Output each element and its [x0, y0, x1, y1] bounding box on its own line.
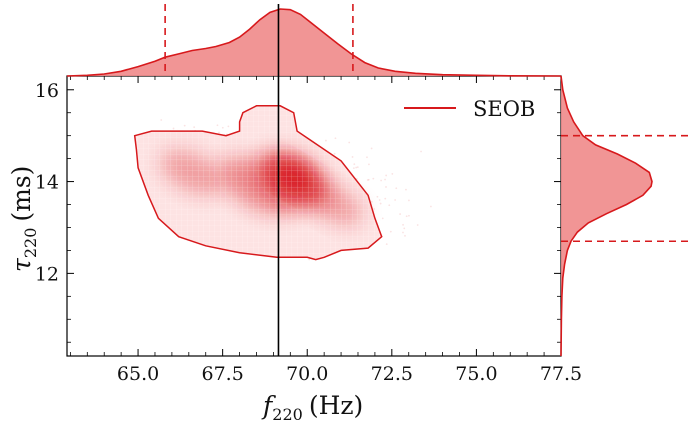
- scatter-point: [227, 125, 230, 128]
- scatter-point: [388, 204, 391, 207]
- scatter-point: [408, 199, 410, 202]
- scatter-point: [416, 224, 419, 226]
- scatter-point: [380, 179, 383, 182]
- top-marginal: [66, 4, 562, 77]
- scatter-point: [348, 141, 351, 144]
- top-marginal-line: [66, 8, 562, 77]
- x-tick-label: 65.0: [117, 363, 159, 385]
- scatter-point: [384, 178, 386, 181]
- y-axis: 12 14 16: [35, 80, 561, 343]
- x-tick-label: 72.5: [371, 363, 413, 385]
- legend-label: SEOB: [473, 97, 535, 121]
- scatter-point: [389, 230, 392, 233]
- scatter-point: [351, 156, 354, 158]
- scatter-point: [352, 167, 355, 170]
- scatter-point: [372, 177, 375, 180]
- scatter-point: [366, 179, 369, 181]
- scatter-point: [402, 231, 404, 234]
- density-layer: [134, 105, 382, 260]
- main-panel: 65.0 67.5 70.0 72.5 75.0 77.5 12 14 16: [35, 75, 582, 385]
- scatter-point: [366, 156, 368, 159]
- contour-90: [133, 105, 383, 261]
- x-tick-label: 70.0: [286, 363, 328, 385]
- scatter-point: [356, 166, 359, 169]
- scatter-point: [193, 126, 196, 129]
- scatter-point: [376, 195, 379, 198]
- scatter-point: [378, 199, 381, 201]
- x-tick-label: 67.5: [201, 363, 243, 385]
- y-axis-label: τ220(ms): [7, 166, 40, 272]
- scatter-point: [385, 174, 388, 177]
- scatter-point: [325, 139, 327, 142]
- scatter-point: [381, 217, 384, 220]
- scatter-point: [430, 205, 432, 208]
- scatter-point: [379, 202, 382, 205]
- scatter-point: [405, 188, 407, 191]
- scatter-point: [218, 131, 220, 134]
- top-marginal-fill: [67, 9, 561, 76]
- right-marginal: [560, 75, 688, 357]
- scatter-point: [368, 163, 370, 166]
- scatter-point: [373, 208, 376, 210]
- scatter-point: [160, 119, 163, 121]
- right-marginal-fill: [561, 76, 652, 356]
- scatter-point: [420, 150, 422, 153]
- scatter-point: [333, 152, 336, 155]
- scatter-point: [384, 197, 387, 200]
- scatter-point: [353, 163, 356, 166]
- scatter-point: [172, 127, 175, 130]
- scatter-point: [367, 178, 370, 181]
- scatter-point: [308, 258, 311, 261]
- x-axis: 65.0 67.5 70.0 72.5 75.0 77.5: [69, 76, 582, 385]
- scatter-point: [399, 213, 401, 215]
- scatter-point: [355, 166, 358, 169]
- scatter-point: [216, 124, 219, 127]
- scatter-point: [370, 147, 373, 150]
- y-tick-label: 14: [35, 172, 59, 194]
- x-axis-label: f220 (Hz): [261, 391, 363, 424]
- right-marginal-line: [560, 75, 653, 357]
- legend: SEOB: [404, 97, 535, 121]
- scatter-point: [221, 126, 224, 129]
- scatter-point: [405, 215, 408, 218]
- scatter-point: [334, 137, 337, 140]
- scatter-point: [404, 234, 406, 237]
- scatter-point: [391, 173, 394, 175]
- x-tick-label: 75.0: [455, 363, 497, 385]
- scatter-point: [403, 227, 406, 230]
- y-tick-label: 12: [35, 263, 59, 285]
- x-tick-label: 77.5: [540, 363, 582, 385]
- scatter-point: [395, 187, 398, 190]
- scatter-point: [370, 201, 373, 203]
- scatter-point: [408, 214, 410, 217]
- scatter-point: [385, 186, 387, 188]
- scatter-point: [402, 223, 404, 226]
- scatter-point: [385, 243, 388, 246]
- scatter-point: [183, 124, 186, 127]
- scatter-point: [394, 199, 397, 201]
- density-grid: [134, 105, 382, 260]
- y-tick-label: 16: [35, 80, 59, 102]
